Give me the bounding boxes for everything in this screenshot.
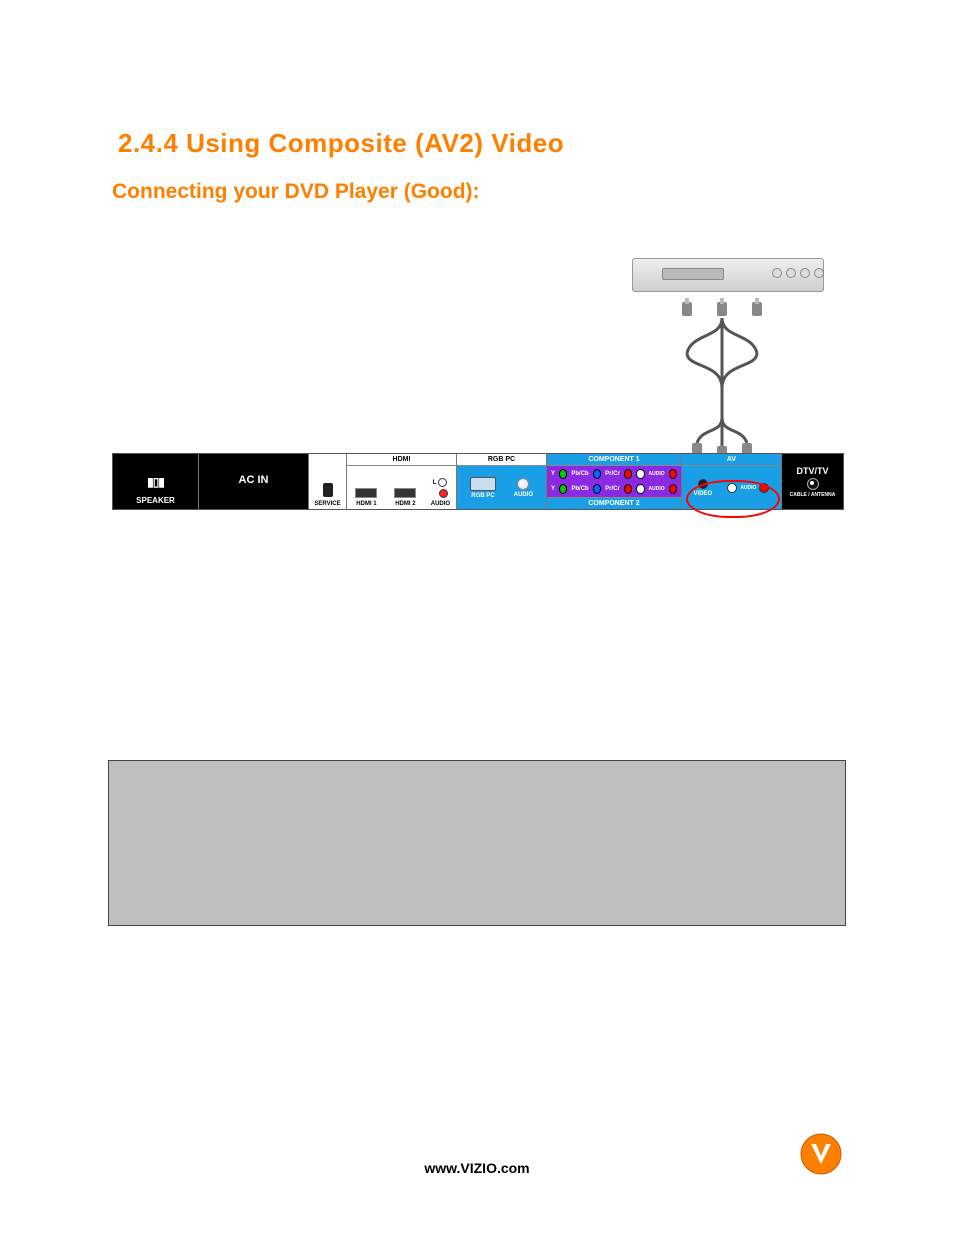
audio-jack-icon: [439, 489, 448, 498]
service-port-icon: [323, 483, 333, 497]
jack-icon: [669, 484, 677, 494]
component1-header: COMPONENT 1: [547, 454, 681, 466]
comp-pb-label: Pb/Cb: [571, 486, 588, 492]
audio-jack-icon: [759, 483, 769, 493]
jack-icon: [593, 484, 601, 494]
jack-icon: [559, 484, 567, 494]
panel-service-section: SERVICE: [308, 454, 346, 509]
hdmi-header: HDMI: [347, 454, 456, 466]
dvd-player-icon: [632, 250, 832, 292]
section-subtitle: Connecting your DVD Player (Good):: [112, 180, 480, 204]
section-title-text: Using Composite (AV2) Video: [186, 128, 564, 158]
composite-cable-icon: [662, 298, 782, 458]
av-audio-label: AUDIO: [740, 485, 756, 491]
comp-pb-label: Pb/Cb: [571, 471, 588, 477]
rgbpc-port-label: RGB PC: [471, 493, 494, 499]
video-jack-icon: [698, 479, 708, 489]
dvd-button: [786, 268, 796, 278]
rgbpc-port: RGB PC: [470, 477, 496, 499]
component1-row: Y Pb/Cb Pr/Cr AUDIO: [547, 466, 681, 482]
hdmi2-port: HDMI 2: [386, 466, 425, 509]
jack-icon: [624, 469, 632, 479]
av-audio-ports: AUDIO: [727, 483, 769, 493]
comp-audio-label: AUDIO: [649, 471, 665, 477]
panel-hdmi-section: HDMI HDMI 1 HDMI 2 L R: [346, 454, 456, 509]
panel-av-section: AV VIDEO AUDIO: [681, 454, 781, 509]
service-label: SERVICE: [314, 501, 340, 507]
dtv-sub-label: CABLE / ANTENNA: [790, 492, 836, 498]
jack-icon: [636, 469, 644, 479]
comp-pr-label: Pr/Cr: [605, 486, 620, 492]
rgbpc-header: RGB PC: [457, 454, 546, 466]
speaker-label: SPEAKER: [136, 496, 175, 505]
audio-jack-icon: [438, 478, 447, 487]
dvd-button: [772, 268, 782, 278]
component2-row: Y Pb/Cb Pr/Cr AUDIO: [547, 482, 681, 498]
hdmi-audio-ports: L R AUDIO: [425, 466, 456, 509]
panel-dtv-section: DTV/TV CABLE / ANTENNA: [781, 454, 843, 509]
tv-rear-panel: ▮▯▮ SPEAKER AC IN SERVICE HDMI: [112, 453, 844, 510]
rgbpc-audio-label: AUDIO: [514, 492, 533, 498]
jack-icon: [624, 484, 632, 494]
comp-y-label: Y: [551, 486, 555, 492]
dtv-header: DTV/TV: [796, 466, 828, 476]
av-header: AV: [682, 454, 781, 466]
dvd-button: [800, 268, 810, 278]
vga-port-icon: [470, 477, 496, 491]
comp-y-label: Y: [551, 471, 555, 477]
audio-jack-icon: [517, 478, 529, 490]
hdmi1-label: HDMI 1: [356, 501, 376, 507]
hdmi1-port: HDMI 1: [347, 466, 386, 509]
content-placeholder-box: [108, 760, 846, 926]
panel-component-section: COMPONENT 1 Y Pb/Cb Pr/Cr AUDIO Y Pb/Cb …: [546, 454, 681, 509]
av-video-label: VIDEO: [694, 491, 713, 497]
dvd-button: [814, 268, 824, 278]
jack-icon: [669, 469, 677, 479]
comp-audio-label: AUDIO: [649, 486, 665, 492]
jack-icon: [559, 469, 567, 479]
audio-jack-icon: [727, 483, 737, 493]
jack-icon: [593, 469, 601, 479]
panel-speaker-section: ▮▯▮ SPEAKER: [113, 454, 198, 509]
av-video-port: VIDEO: [694, 479, 713, 497]
component2-footer: COMPONENT 2: [547, 497, 681, 509]
dvd-tray: [662, 268, 724, 280]
page: 2.4.4 Using Composite (AV2) Video Connec…: [0, 0, 954, 1235]
connection-diagram: ▮▯▮ SPEAKER AC IN SERVICE HDMI: [112, 210, 842, 510]
dvd-buttons: [772, 268, 824, 278]
jack-icon: [636, 484, 644, 494]
hdmi-port-icon: [394, 488, 416, 498]
coax-port-icon: [807, 478, 819, 490]
speaker-icon: ▮▯▮: [147, 476, 164, 488]
hdmi-audio-label: AUDIO: [431, 501, 450, 507]
panel-acin-section: AC IN: [198, 454, 308, 509]
section-number: 2.4.4: [118, 128, 178, 158]
hdmi-port-icon: [355, 488, 377, 498]
vizio-logo-icon: [800, 1133, 842, 1175]
panel-rgbpc-section: RGB PC RGB PC AUDIO: [456, 454, 546, 509]
comp-pr-label: Pr/Cr: [605, 471, 620, 477]
section-title: 2.4.4 Using Composite (AV2) Video: [118, 128, 564, 159]
acin-label: AC IN: [239, 474, 269, 486]
hdmi2-label: HDMI 2: [395, 501, 415, 507]
rgbpc-audio-port: AUDIO: [514, 478, 533, 498]
